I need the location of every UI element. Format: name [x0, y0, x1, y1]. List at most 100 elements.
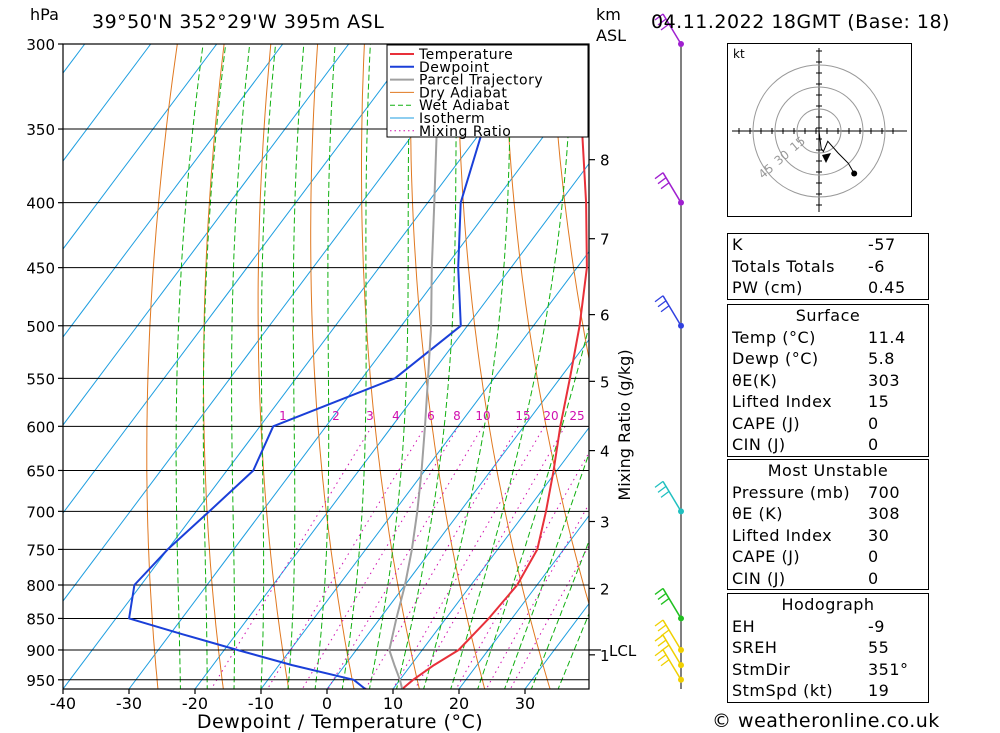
hodograph-trace — [818, 130, 855, 174]
asl-label: ASL — [596, 26, 626, 45]
wind-barb-flag — [660, 659, 670, 667]
row-value: 15 — [868, 392, 890, 411]
temperature-tick-label: -20 — [182, 694, 208, 713]
wind-barb-shaft — [662, 172, 682, 204]
mixing-ratio-label: 6 — [427, 409, 435, 423]
wind-barb-dot — [678, 322, 684, 329]
wind-barb — [654, 480, 684, 515]
row-label: Lifted Index — [732, 392, 833, 411]
wind-barb-flag — [657, 177, 667, 185]
row-label: θE (K) — [732, 504, 783, 523]
axes: 1 2 3 4 6 8 10 15 20 2530035040045050055060065070… — [26, 36, 636, 713]
wind-barb-dot — [678, 508, 684, 515]
mixing-ratio-label: 25 — [569, 409, 584, 423]
wind-barb-dot — [678, 676, 684, 683]
isotherm-line — [63, 44, 152, 162]
pressure-tick-label: 350 — [26, 121, 55, 139]
height-tick-label: 3 — [600, 513, 610, 531]
temperature-tick-label: 0 — [322, 694, 332, 713]
row-value: 0 — [868, 413, 879, 433]
row-value: 30 — [868, 525, 890, 545]
row-label: PW (cm) — [732, 278, 803, 297]
temperature-profile — [401, 44, 588, 689]
row-value: 700 — [868, 482, 901, 502]
row-value: 19 — [868, 681, 890, 700]
wind-barb-shaft — [662, 480, 682, 512]
wet-adiabat-line — [368, 44, 412, 689]
table-row: StmSpd (kt) 19 — [728, 680, 928, 702]
isotherm-line — [0, 44, 19, 689]
height-tick-label: 5 — [600, 373, 610, 391]
pressure-gridlines — [63, 43, 589, 681]
row-label: CAPE (J) — [732, 547, 801, 566]
table-row: Totals Totals -6 — [728, 256, 928, 278]
pressure-tick-label: 850 — [26, 610, 55, 628]
height-tick-label: 4 — [600, 443, 610, 461]
mixing-ratio-line — [392, 426, 545, 689]
location-title: 39°50'N 352°29'W 395m ASL — [92, 11, 384, 33]
wet-adiabat-line — [175, 44, 204, 689]
isotherm-line — [194, 162, 589, 689]
x-axis-label: Dewpoint / Temperature (°C) — [197, 711, 483, 733]
wind-barb-flag — [660, 23, 670, 31]
isotherm-line — [458, 514, 589, 689]
pressure-tick-label: 700 — [26, 503, 55, 521]
wet-adiabat-line — [477, 324, 589, 689]
wind-barb-shaft — [662, 619, 682, 651]
parcel-trajectory — [388, 44, 443, 689]
wet-adiabat-line — [341, 44, 371, 689]
height-tick-label: 1 — [600, 647, 610, 665]
height-tick-label: 7 — [600, 231, 610, 249]
table-row: Lifted Index 30 — [728, 525, 928, 547]
dry-adiabat-line — [361, 44, 420, 689]
table-title: Most Unstable — [767, 461, 889, 480]
row-label: Temp (°C) — [732, 327, 816, 347]
wind-barb-flag — [654, 295, 664, 303]
temperature-tick-label: -10 — [248, 694, 274, 713]
hodograph-ring-label: 30 — [772, 147, 793, 168]
mixing-ratio-label: 4 — [392, 409, 400, 423]
table-row: Pressure (mb) 700 — [728, 482, 928, 504]
temperature-tick-label: 30 — [515, 694, 535, 713]
legend-label-mixing-ratio: Mixing Ratio — [419, 124, 511, 140]
table-row: Temp (°C) 11.4 — [728, 327, 928, 349]
dry-adiabat-line — [146, 44, 178, 689]
wind-barb-dot — [678, 41, 684, 47]
row-label: K — [732, 235, 743, 254]
legend-label-isotherm: Isotherm — [419, 111, 485, 127]
isotherm-line — [63, 44, 284, 338]
hodograph-ring — [774, 86, 864, 176]
wet-adiabat-line — [202, 44, 227, 689]
hodograph-ring-label: 15 — [787, 134, 808, 155]
wind-barb — [654, 13, 684, 47]
table-row: CIN (J) 0 — [728, 568, 928, 590]
wind-barb-flag — [657, 639, 667, 647]
wet-adiabat-line — [260, 44, 277, 689]
row-value: 11.4 — [868, 327, 906, 347]
isotherm-line — [63, 44, 350, 426]
credit-text: © weatheronline.co.uk — [712, 710, 940, 732]
wind-barb — [654, 587, 684, 622]
wind-barb-flag — [657, 300, 667, 308]
table-row: CAPE (J) 0 — [728, 546, 928, 568]
wind-barb-flag — [657, 18, 667, 26]
pressure-tick-label: 600 — [26, 418, 55, 436]
wind-barb-shaft — [662, 295, 682, 327]
mixing-ratio-label: 3 — [366, 409, 374, 423]
wind-barb-shaft — [662, 588, 682, 619]
wind-barbs — [654, 13, 684, 689]
table-row: K -57 — [728, 234, 928, 256]
temperature-tick-label: 20 — [449, 694, 469, 713]
dewpoint-profile — [128, 44, 484, 689]
temperature-tick-label: 10 — [383, 694, 403, 713]
legend-label-temperature: Temperature — [418, 47, 513, 63]
wind-barb-dot — [678, 615, 684, 622]
height-tick-label: 8 — [600, 152, 610, 170]
wet-adiabat-line — [504, 451, 589, 689]
legend-box — [386, 44, 589, 138]
row-label: EH — [732, 616, 756, 636]
table-row: CAPE (J) 0 — [728, 413, 928, 435]
hodograph-end-point — [851, 170, 858, 177]
